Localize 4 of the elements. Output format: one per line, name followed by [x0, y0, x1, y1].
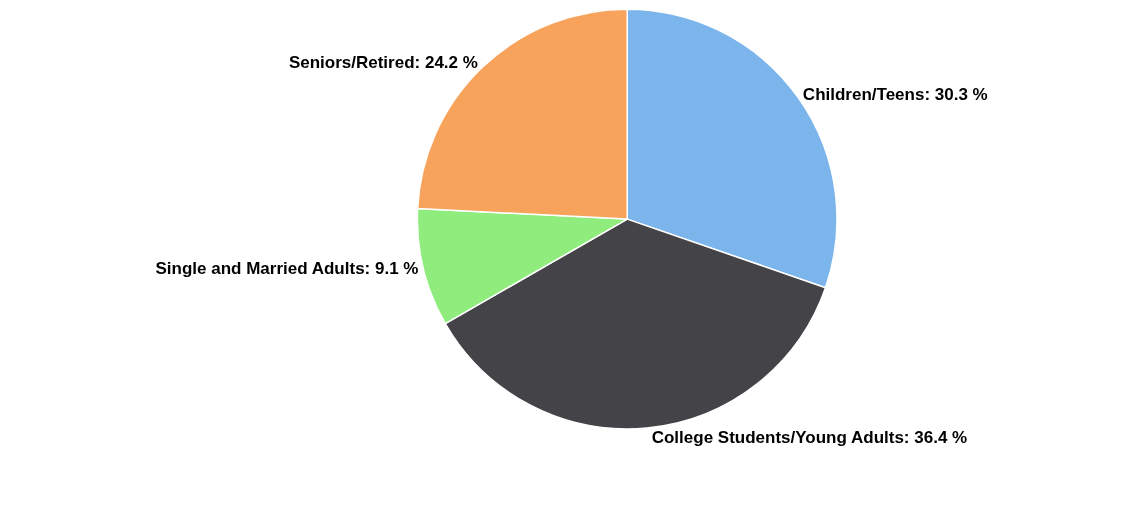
slice-label: Single and Married Adults: 9.1 % — [155, 259, 419, 279]
slice-label: Seniors/Retired: 24.2 % — [288, 52, 478, 72]
slice-label: College Students/Young Adults: 36.4 % — [651, 427, 968, 447]
slice-label: Children/Teens: 30.3 % — [802, 84, 988, 104]
